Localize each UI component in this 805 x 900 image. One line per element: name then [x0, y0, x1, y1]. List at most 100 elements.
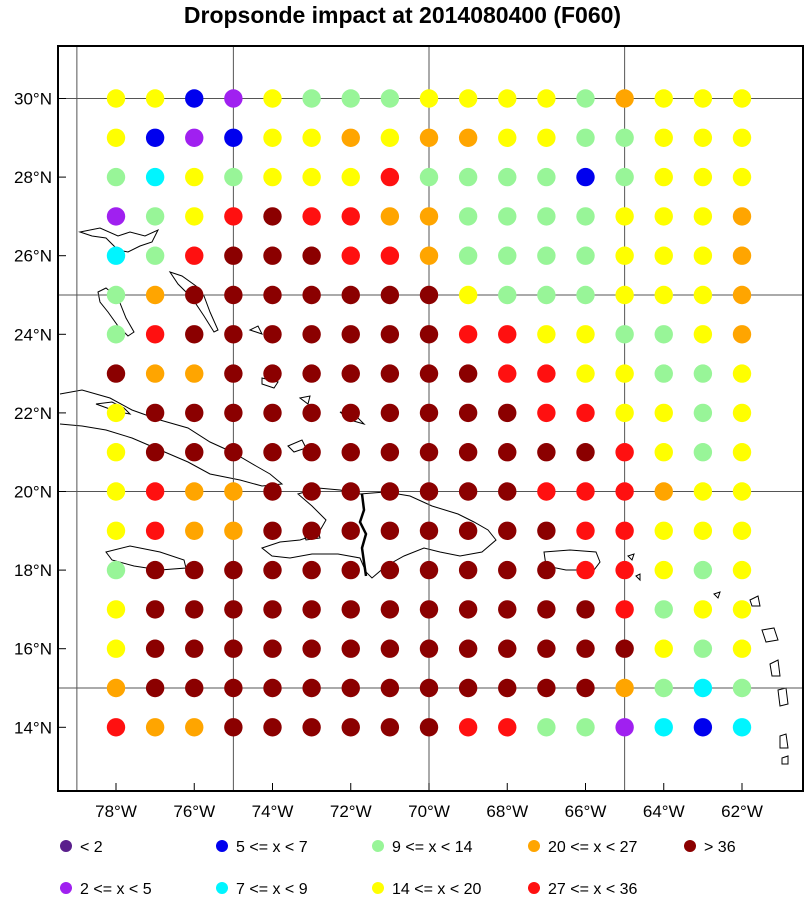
dropsonde-point [106, 403, 126, 423]
dropsonde-point [419, 246, 439, 265]
data-points [106, 89, 752, 737]
dropsonde-point [498, 89, 517, 108]
dropsonde-point [576, 167, 595, 187]
dropsonde-point [615, 325, 634, 344]
dropsonde-point [263, 364, 282, 383]
dropsonde-point [615, 128, 634, 147]
dropsonde-point [537, 521, 556, 540]
dropsonde-point [654, 128, 673, 147]
dropsonde-point [498, 521, 517, 540]
dropsonde-point [615, 167, 634, 187]
dropsonde-point [615, 718, 634, 737]
dropsonde-point [145, 89, 165, 108]
dropsonde-point [380, 128, 400, 147]
dropsonde-point [458, 207, 478, 226]
dropsonde-point [458, 560, 478, 580]
dropsonde-point [263, 89, 282, 108]
dropsonde-point [419, 521, 439, 540]
dropsonde-point [224, 128, 243, 147]
dropsonde-point [732, 600, 752, 619]
dropsonde-point [106, 285, 126, 305]
dropsonde-point [106, 89, 126, 108]
dropsonde-point [537, 560, 556, 580]
dropsonde-point [380, 207, 400, 226]
dropsonde-point [458, 89, 478, 108]
dropsonde-point [419, 482, 439, 501]
dropsonde-point [498, 443, 517, 462]
legend-marker [372, 882, 384, 894]
dropsonde-point [419, 89, 439, 108]
coastline-bahamas-north [78, 227, 160, 253]
dropsonde-point [185, 718, 204, 737]
dropsonde-point [145, 521, 165, 540]
dropsonde-point [654, 167, 673, 187]
lon-label: 64°W [643, 802, 685, 821]
dropsonde-point [537, 443, 556, 462]
dropsonde-point [693, 285, 713, 305]
legend: < 2 2 <= x < 5 5 <= x < 7 7 <= x < 9 9 <= x … [60, 839, 736, 898]
dropsonde-point [341, 167, 360, 187]
dropsonde-point [224, 89, 243, 108]
dropsonde-point [576, 89, 595, 108]
dropsonde-point [615, 89, 634, 108]
dropsonde-point [615, 364, 634, 383]
dropsonde-point [263, 560, 282, 580]
dropsonde-point [380, 364, 400, 383]
dropsonde-point [654, 718, 673, 737]
dropsonde-point [263, 639, 282, 658]
dropsonde-point [106, 482, 126, 501]
legend-label: 20 <= x < 27 [548, 839, 638, 856]
dropsonde-point [145, 403, 165, 423]
dropsonde-point [419, 403, 439, 423]
dropsonde-point [380, 521, 400, 540]
lat-label: 16°N [14, 640, 52, 659]
dropsonde-point [224, 325, 243, 344]
dropsonde-point [380, 639, 400, 658]
dropsonde-point [224, 207, 243, 226]
dropsonde-point [419, 325, 439, 344]
dropsonde-point [537, 325, 556, 344]
dropsonde-point [693, 89, 713, 108]
dropsonde-point [693, 443, 713, 462]
dropsonde-point [302, 325, 321, 344]
dropsonde-point [693, 560, 713, 580]
dropsonde-point [615, 482, 634, 501]
map-title: Dropsonde impact at 2014080400 (F060) [183, 2, 622, 28]
legend-marker [684, 840, 696, 852]
dropsonde-point [380, 560, 400, 580]
dropsonde-point [615, 560, 634, 580]
dropsonde-point [341, 128, 360, 147]
dropsonde-point [458, 403, 478, 423]
lon-label: 66°W [565, 802, 607, 821]
dropsonde-point [380, 678, 400, 698]
dropsonde-point [458, 639, 478, 658]
dropsonde-point [732, 718, 752, 737]
dropsonde-point [145, 207, 165, 226]
dropsonde-point [145, 246, 165, 265]
dropsonde-point [537, 678, 556, 698]
dropsonde-point [106, 600, 126, 619]
dropsonde-point [263, 246, 282, 265]
dropsonde-point [185, 246, 204, 265]
dropsonde-point [185, 639, 204, 658]
dropsonde-point [498, 560, 517, 580]
map-frame [57, 45, 804, 792]
dropsonde-point [341, 521, 360, 540]
dropsonde-point [654, 325, 673, 344]
dropsonde-point [185, 600, 204, 619]
dropsonde-point [419, 207, 439, 226]
dropsonde-point [458, 443, 478, 462]
dropsonde-point [185, 285, 204, 305]
dropsonde-point [185, 482, 204, 501]
dropsonde-point [654, 560, 673, 580]
dropsonde-point [654, 639, 673, 658]
dropsonde-point [263, 443, 282, 462]
dropsonde-point [302, 285, 321, 305]
dropsonde-point [380, 285, 400, 305]
dropsonde-point [615, 246, 634, 265]
dropsonde-point [185, 207, 204, 226]
dropsonde-point [263, 678, 282, 698]
dropsonde-point [341, 482, 360, 501]
dropsonde-point [576, 128, 595, 147]
dropsonde-point [380, 443, 400, 462]
